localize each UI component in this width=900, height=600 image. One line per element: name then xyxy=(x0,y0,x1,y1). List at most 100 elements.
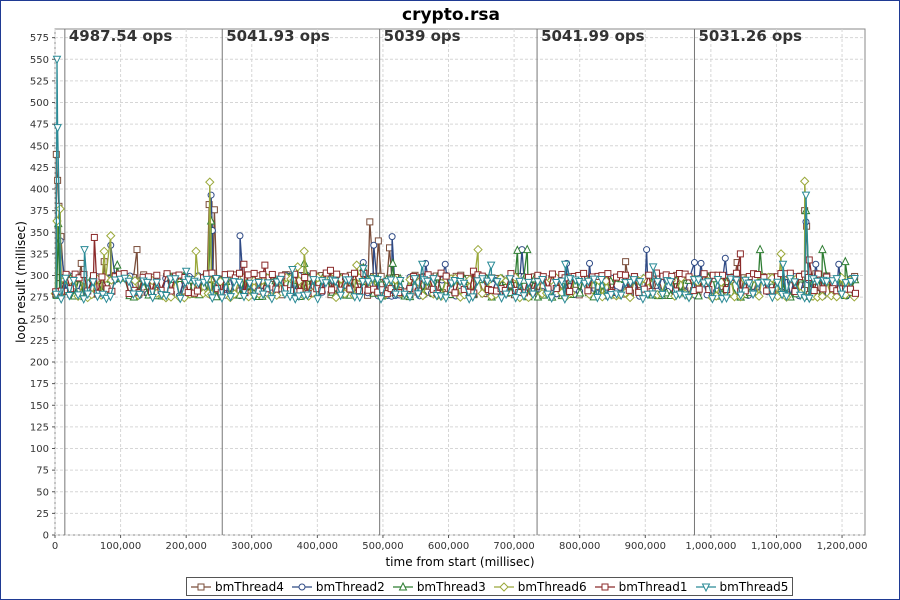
data-point xyxy=(805,256,813,264)
data-point xyxy=(700,270,708,278)
x-axis-ticks: 0 100,000 200,000 300,000 400,000 500,000 600,… xyxy=(52,535,867,552)
y-tick-label: 100 xyxy=(30,444,49,455)
data-point xyxy=(333,270,341,278)
data-point xyxy=(197,583,205,590)
data-point xyxy=(459,279,469,289)
y-tick-label: 525 xyxy=(30,76,49,87)
data-point xyxy=(410,275,420,284)
data-point xyxy=(851,289,859,297)
y-tick-label: 150 xyxy=(30,401,49,412)
y-tick-label: 175 xyxy=(30,379,49,390)
data-point xyxy=(850,275,860,284)
y-tick-label: 25 xyxy=(36,509,49,520)
data-point xyxy=(768,287,776,295)
data-point xyxy=(374,237,382,245)
data-point xyxy=(388,258,398,267)
data-point xyxy=(515,277,524,287)
data-point xyxy=(810,287,818,295)
data-point xyxy=(638,295,648,304)
data-point xyxy=(622,258,630,266)
data-point xyxy=(625,292,635,303)
data-point xyxy=(831,292,842,302)
data-point xyxy=(184,289,192,297)
data-point xyxy=(217,294,227,303)
legend-item: bmThread1 xyxy=(594,580,688,594)
x-tick-label: 700,000 xyxy=(493,541,534,552)
data-point xyxy=(837,290,846,300)
data-point xyxy=(703,278,713,287)
data-point xyxy=(358,265,368,274)
y-tick-label: 250 xyxy=(30,314,49,325)
data-point xyxy=(492,278,502,287)
data-point xyxy=(79,295,89,304)
data-point xyxy=(713,275,723,285)
data-point xyxy=(451,289,459,297)
data-point xyxy=(684,294,694,303)
legend-swatch-icon xyxy=(493,581,514,592)
data-point xyxy=(363,278,373,287)
data-point xyxy=(732,276,741,286)
data-point xyxy=(501,290,511,300)
data-point xyxy=(406,285,414,293)
data-point xyxy=(170,275,180,284)
data-point xyxy=(560,260,570,270)
data-point xyxy=(593,294,602,303)
data-point xyxy=(355,293,365,303)
legend-label: bmThread3 xyxy=(416,579,486,594)
data-point xyxy=(790,278,799,287)
data-point xyxy=(584,287,592,295)
data-point xyxy=(832,275,842,284)
data-point xyxy=(643,246,651,254)
data-point xyxy=(245,279,254,289)
data-point xyxy=(184,276,193,285)
data-point xyxy=(497,294,506,304)
data-point xyxy=(736,250,744,258)
y-tick-label: 75 xyxy=(36,466,49,477)
data-point xyxy=(65,291,74,301)
data-point xyxy=(106,231,116,241)
x-tick-label: 200,000 xyxy=(165,541,206,552)
x-axis-label: time from start (millisec) xyxy=(385,555,534,569)
legend: bmThread4 bmThread2 bmThread3 bmThread6 bmTh… xyxy=(186,577,794,596)
data-point xyxy=(566,287,574,295)
data-point xyxy=(846,285,854,293)
data-point xyxy=(98,273,106,281)
legend-swatch-icon xyxy=(191,583,211,590)
data-point xyxy=(102,294,111,304)
data-point xyxy=(254,278,263,288)
data-point xyxy=(658,290,667,300)
interval-ops-label: 5041.99 ops xyxy=(541,27,645,45)
x-tick-label: 400,000 xyxy=(297,541,338,552)
data-point xyxy=(77,259,85,267)
data-point xyxy=(226,270,234,278)
data-point xyxy=(226,293,235,302)
x-tick-label: 100,000 xyxy=(100,541,141,552)
data-point xyxy=(80,246,89,255)
data-point xyxy=(221,277,231,286)
data-point xyxy=(511,294,520,303)
data-point xyxy=(191,246,201,257)
data-point xyxy=(697,259,705,267)
legend-label: bmThread2 xyxy=(315,579,385,594)
y-tick-label: 475 xyxy=(30,120,49,131)
chart-title: crypto.rsa xyxy=(402,5,500,25)
data-point xyxy=(575,287,585,297)
data-point xyxy=(719,271,727,279)
data-point xyxy=(841,279,851,288)
y-tick-label: 450 xyxy=(30,141,49,152)
legend-item: bmThread6 xyxy=(493,579,587,594)
data-point xyxy=(755,244,765,254)
data-point xyxy=(708,295,717,304)
data-point xyxy=(309,276,318,285)
data-point xyxy=(653,278,662,287)
legend-label: bmThread6 xyxy=(517,579,587,594)
y-tick-label: 350 xyxy=(30,228,49,239)
data-point xyxy=(629,276,639,285)
data-point xyxy=(560,295,570,304)
data-point xyxy=(240,260,248,268)
data-point xyxy=(309,270,317,278)
data-point xyxy=(722,294,731,304)
data-point xyxy=(417,260,427,270)
data-point xyxy=(586,259,594,267)
data-point xyxy=(398,581,408,590)
